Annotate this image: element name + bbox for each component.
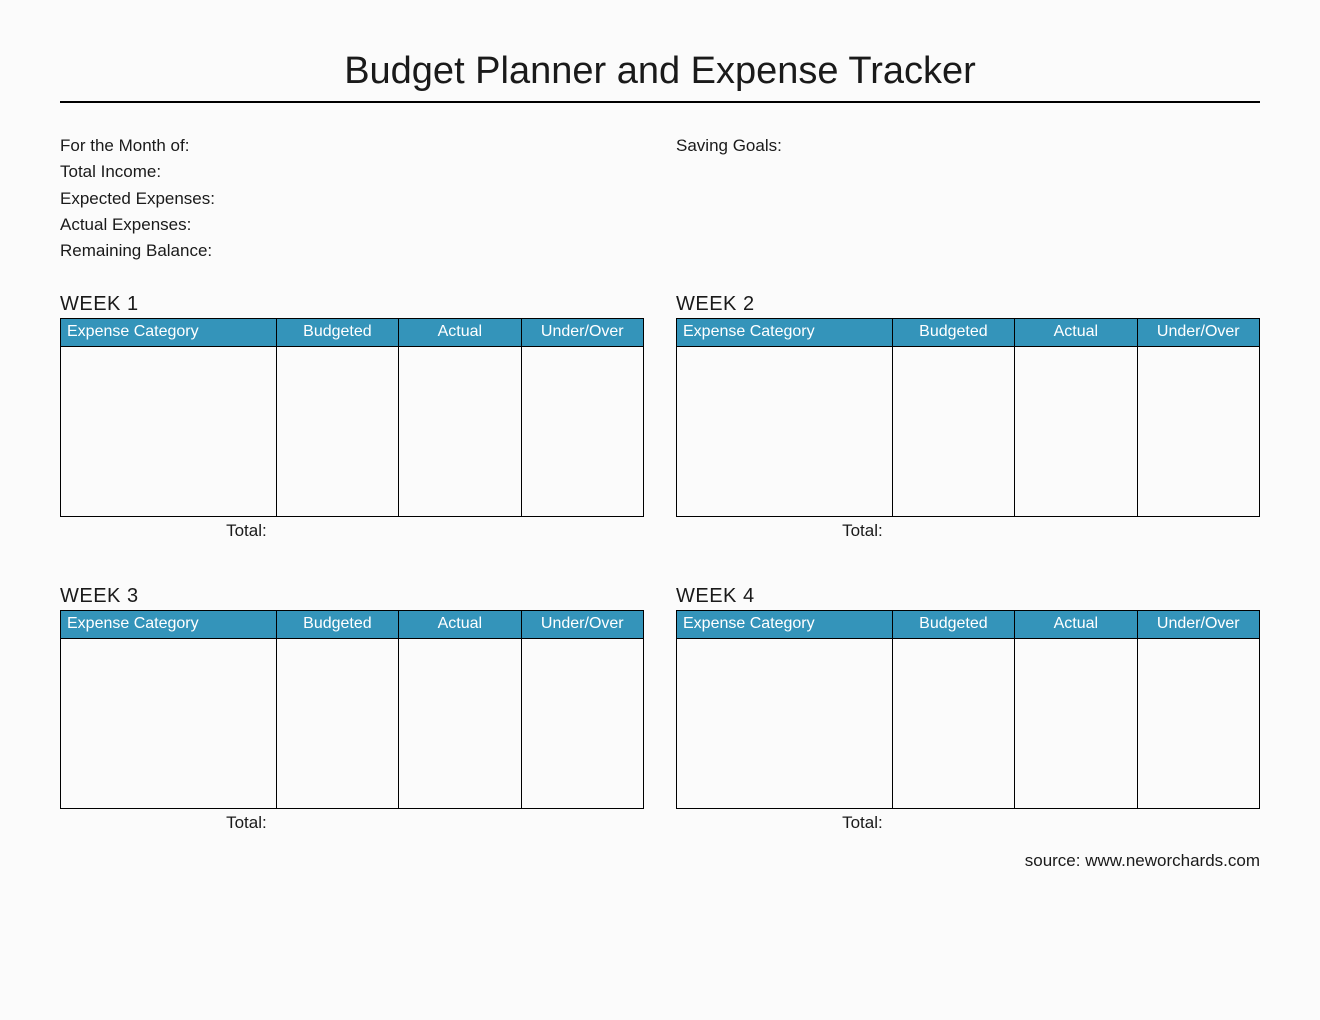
expense-table: Expense Category Budgeted Actual Under/O… (676, 610, 1260, 809)
col-under-over: Under/Over (521, 318, 643, 346)
col-actual: Actual (1015, 318, 1137, 346)
total-row: Total: (60, 521, 644, 541)
col-under-over: Under/Over (1137, 318, 1259, 346)
field-actual-expenses: Actual Expenses: (60, 212, 644, 238)
total-row: Total: (676, 521, 1260, 541)
field-total-income: Total Income: (60, 159, 644, 185)
expense-table: Expense Category Budgeted Actual Under/O… (60, 610, 644, 809)
source-credit: source: www.neworchards.com (60, 851, 1260, 871)
field-month: For the Month of: (60, 133, 644, 159)
col-budgeted: Budgeted (892, 610, 1014, 638)
week-1: WEEK 1 Expense Category Budgeted Actual … (60, 293, 644, 541)
col-actual: Actual (399, 610, 521, 638)
expense-table: Expense Category Budgeted Actual Under/O… (676, 318, 1260, 517)
col-category: Expense Category (61, 318, 277, 346)
week-title: WEEK 1 (60, 293, 644, 316)
summary-left-column: For the Month of: Total Income: Expected… (60, 133, 644, 265)
col-category: Expense Category (61, 610, 277, 638)
field-remaining-balance: Remaining Balance: (60, 238, 644, 264)
summary-right-column: Saving Goals: (676, 133, 1260, 265)
week-4: WEEK 4 Expense Category Budgeted Actual … (676, 585, 1260, 833)
col-budgeted: Budgeted (276, 610, 398, 638)
col-category: Expense Category (677, 318, 893, 346)
col-budgeted: Budgeted (892, 318, 1014, 346)
total-row: Total: (676, 813, 1260, 833)
week-3: WEEK 3 Expense Category Budgeted Actual … (60, 585, 644, 833)
field-expected-expenses: Expected Expenses: (60, 186, 644, 212)
expense-table: Expense Category Budgeted Actual Under/O… (60, 318, 644, 517)
col-budgeted: Budgeted (276, 318, 398, 346)
table-row (677, 638, 1260, 808)
field-saving-goals: Saving Goals: (676, 133, 1260, 159)
total-label: Total: (842, 813, 893, 833)
summary-section: For the Month of: Total Income: Expected… (60, 133, 1260, 265)
page-title: Budget Planner and Expense Tracker (60, 50, 1260, 103)
table-row (61, 638, 644, 808)
week-title: WEEK 3 (60, 585, 644, 608)
week-2: WEEK 2 Expense Category Budgeted Actual … (676, 293, 1260, 541)
col-actual: Actual (1015, 610, 1137, 638)
table-row (677, 346, 1260, 516)
total-label: Total: (226, 521, 277, 541)
total-row: Total: (60, 813, 644, 833)
total-label: Total: (226, 813, 277, 833)
weeks-grid: WEEK 1 Expense Category Budgeted Actual … (60, 293, 1260, 833)
col-under-over: Under/Over (521, 610, 643, 638)
col-actual: Actual (399, 318, 521, 346)
week-title: WEEK 2 (676, 293, 1260, 316)
week-title: WEEK 4 (676, 585, 1260, 608)
table-row (61, 346, 644, 516)
total-label: Total: (842, 521, 893, 541)
col-category: Expense Category (677, 610, 893, 638)
col-under-over: Under/Over (1137, 610, 1259, 638)
